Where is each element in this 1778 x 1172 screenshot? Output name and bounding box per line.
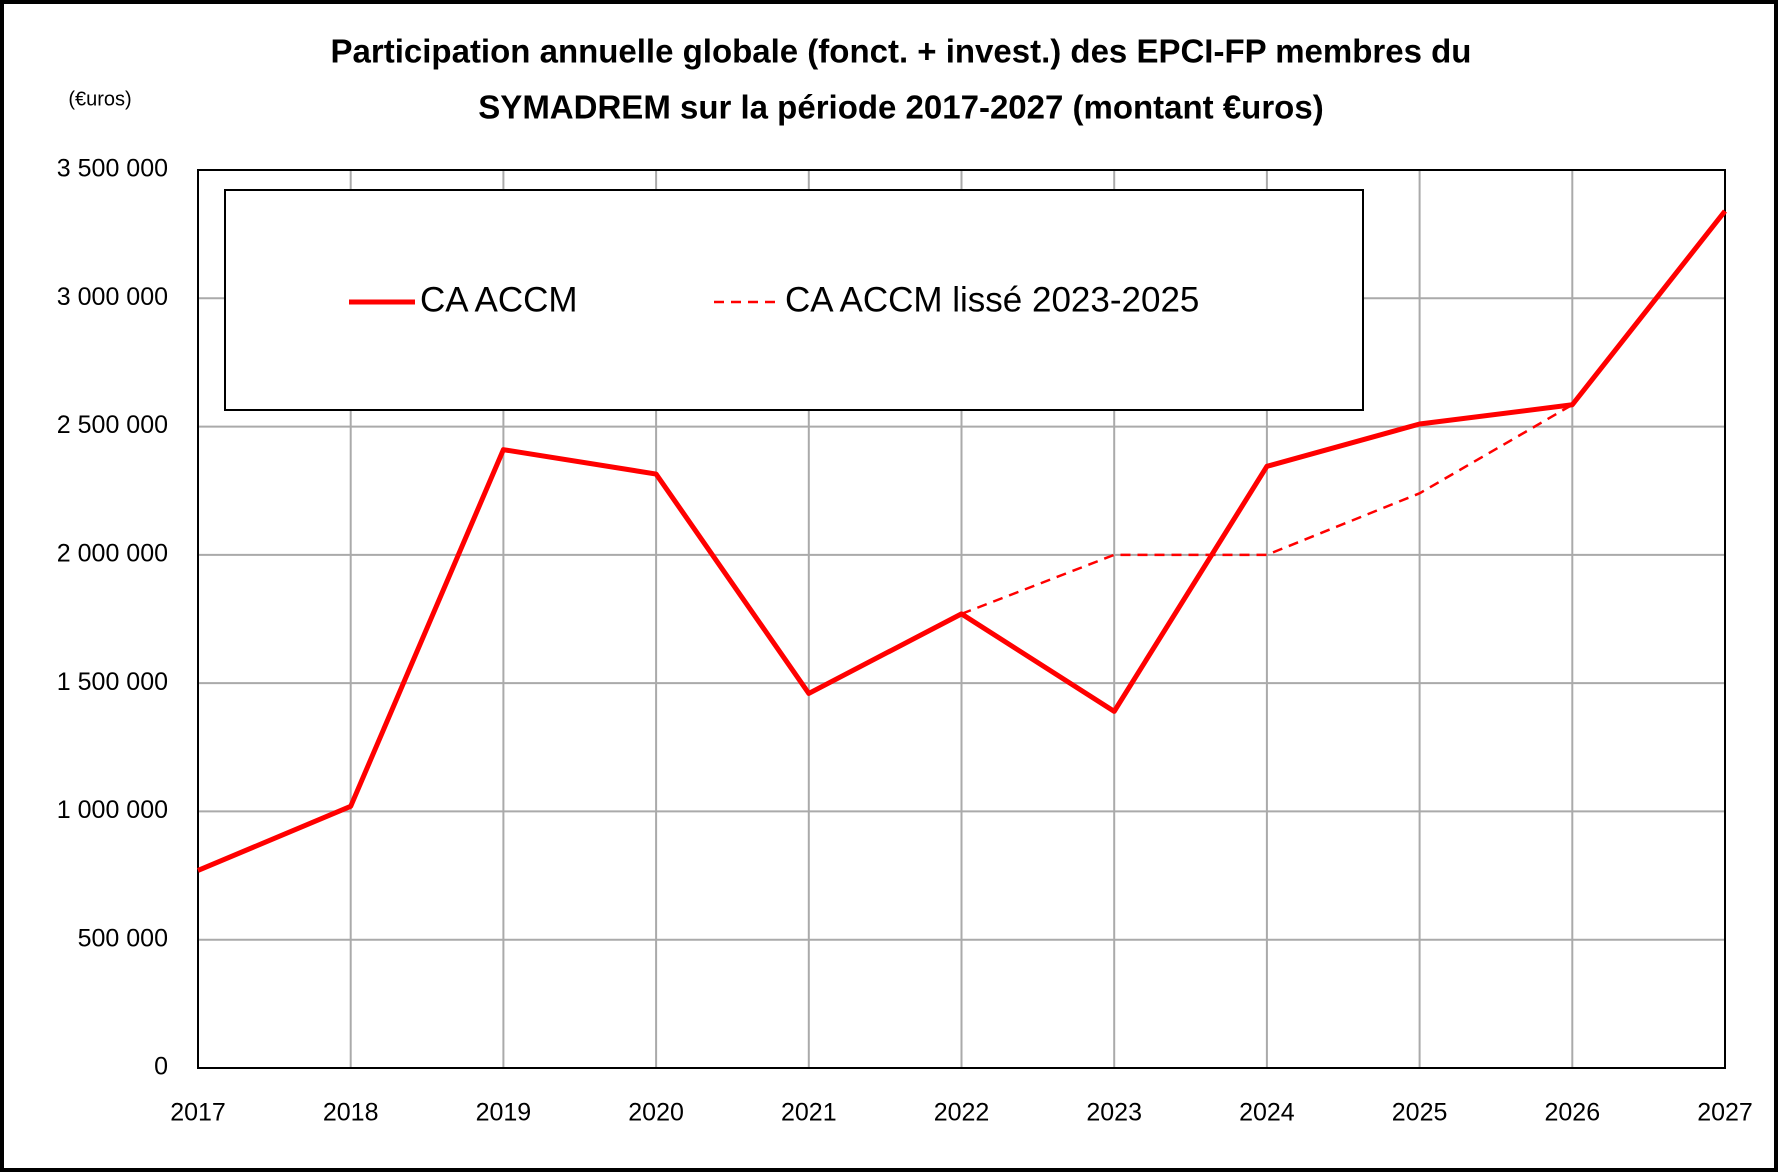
y-axis-label: (€uros) [68, 88, 131, 110]
y-tick-label: 1 500 000 [57, 668, 168, 696]
y-tick-label: 2 000 000 [57, 539, 168, 567]
legend-label: CA ACCM lissé 2023-2025 [785, 280, 1199, 319]
x-tick-label: 2022 [934, 1099, 990, 1127]
plot-border [197, 169, 1726, 1069]
y-tick-label: 1 000 000 [57, 796, 168, 824]
chart-title: Participation annuelle globale (fonct. +… [331, 33, 1472, 70]
x-tick-label: 2021 [781, 1099, 837, 1127]
x-tick-label: 2024 [1239, 1099, 1295, 1127]
legend-label: CA ACCM [420, 280, 578, 319]
x-tick-label: 2018 [323, 1099, 379, 1127]
y-tick-label: 500 000 [78, 924, 168, 952]
y-tick-label: 2 500 000 [57, 411, 168, 439]
x-tick-label: 2025 [1392, 1099, 1448, 1127]
chart-title: SYMADREM sur la période 2017-2027 (monta… [478, 89, 1323, 126]
series-line [961, 403, 1573, 616]
x-tick-label: 2023 [1086, 1099, 1142, 1127]
x-tick-label: 2027 [1697, 1099, 1753, 1127]
x-tick-label: 2017 [170, 1099, 226, 1127]
x-tick-label: 2020 [628, 1099, 684, 1127]
y-tick-label: 3 000 000 [57, 283, 168, 311]
x-tick-label: 2019 [476, 1099, 532, 1127]
y-tick-label: 3 500 000 [57, 155, 168, 183]
series-line [197, 209, 1727, 873]
y-tick-label: 0 [154, 1053, 168, 1081]
x-tick-label: 2026 [1544, 1099, 1600, 1127]
